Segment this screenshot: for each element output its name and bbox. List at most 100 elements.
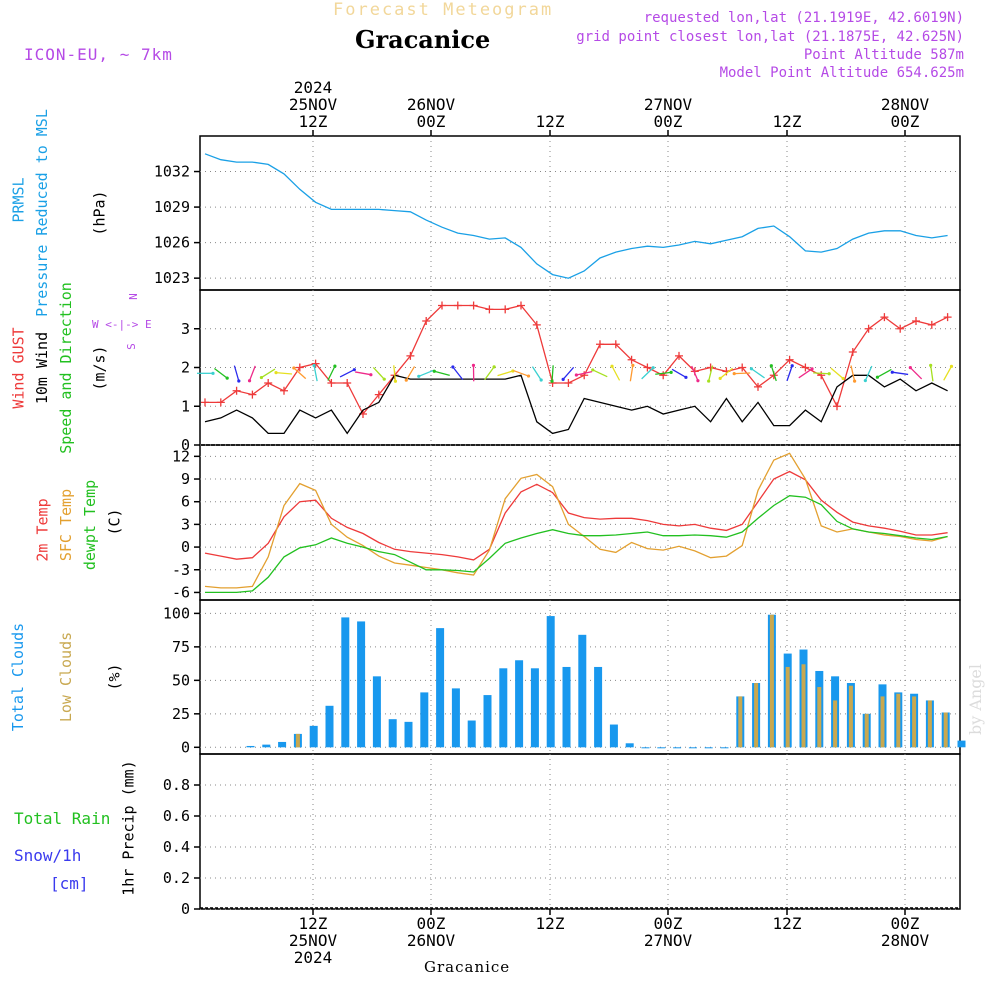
wind-arrow	[930, 365, 934, 382]
requested-coords: requested lon,lat (21.1919E, 42.6019N)	[643, 10, 964, 26]
grid-point-coords: grid point closest lon,lat (21.1875E, 42…	[576, 29, 964, 45]
wind-arrow	[734, 372, 751, 375]
bar-total-clouds	[957, 740, 966, 748]
wind-arrow	[313, 365, 318, 382]
series-line-2m-temp	[204, 470, 948, 561]
bar-total-clouds	[688, 747, 697, 749]
wind-arrow-head	[684, 375, 688, 379]
wind-arrow	[719, 367, 734, 379]
wind-arrow-head	[432, 369, 436, 373]
series-line-prmsl	[204, 153, 948, 279]
wind-arrow	[418, 369, 434, 377]
gust-point	[896, 324, 905, 333]
ytick-label-temperature: -6	[172, 583, 190, 601]
wind-arrow	[293, 367, 307, 380]
wind-arrow-head	[237, 379, 241, 383]
bar-total-clouds	[436, 628, 445, 748]
wind-arrow-head	[749, 367, 754, 371]
series-line-wind-gust	[205, 304, 948, 416]
bar-total-clouds	[594, 666, 603, 748]
gust-point	[422, 317, 431, 325]
gust-point	[564, 379, 573, 387]
wind-arrow	[813, 372, 830, 375]
ytick-label-temperature: 0	[181, 538, 190, 556]
wind-arrow	[562, 366, 575, 380]
ytick-label-precip: 0.6	[163, 807, 190, 825]
wind-arrow	[551, 365, 554, 382]
gust-point	[754, 382, 762, 391]
bar-low-clouds	[817, 687, 822, 748]
ytick-label-precip: 0	[181, 900, 190, 918]
wind-arrow-head	[333, 364, 337, 368]
gust-point	[659, 371, 668, 380]
time-label: 2024 25NOV 12Z	[288, 78, 338, 131]
bar-low-clouds	[880, 696, 885, 748]
bar-low-clouds	[833, 700, 838, 748]
gust-point	[469, 301, 478, 310]
time-label: 12Z	[772, 914, 802, 933]
time-label: 27NOV 00Z	[643, 95, 693, 131]
gust-point	[927, 320, 936, 329]
bar-total-clouds	[499, 668, 508, 748]
wind-arrow-head	[651, 366, 655, 370]
bar-total-clouds	[578, 634, 587, 748]
gust-point	[864, 324, 873, 333]
wind-arrow	[393, 365, 397, 382]
wind-arrow	[655, 371, 672, 375]
wind-arrow	[484, 366, 495, 381]
wind-arrow	[850, 365, 856, 382]
time-label: 28NOV 00Z	[880, 95, 930, 131]
gust-point	[833, 402, 841, 411]
ytick-label-clouds: 25	[172, 705, 190, 723]
wind-compass-1: W <-|-> E	[92, 318, 152, 331]
gust-point	[327, 379, 336, 387]
series-line-dewpt-temp	[205, 495, 948, 594]
bar-low-clouds	[738, 696, 743, 748]
wind-arrow	[909, 367, 923, 380]
bar-total-clouds	[515, 660, 524, 748]
wind-arrow-head	[841, 376, 845, 381]
precip-legend-2: [cm]	[50, 874, 89, 893]
wind-arrow	[770, 365, 777, 382]
time-label: 00Z 27NOV	[643, 914, 693, 950]
wind-arrow-head	[669, 370, 673, 374]
bar-total-clouds	[420, 692, 429, 748]
bar-total-clouds	[262, 744, 271, 748]
gust-point	[501, 305, 510, 314]
wind-arrow-head	[852, 379, 857, 383]
wind-arrow-head	[292, 366, 296, 370]
bar-low-clouds	[801, 664, 806, 748]
wind-arrow	[339, 369, 355, 378]
wind-arrow-head	[574, 373, 578, 377]
ytick-label-wind: 3	[181, 320, 190, 338]
bar-total-clouds	[451, 688, 460, 748]
gust-point	[406, 351, 415, 360]
gust-point	[801, 363, 810, 372]
gust-point	[738, 363, 747, 372]
wind-arrow	[452, 366, 464, 381]
gust-point	[453, 301, 462, 310]
bar-total-clouds	[325, 705, 334, 748]
bar-total-clouds	[246, 745, 255, 748]
wind-arrow	[641, 367, 654, 380]
wind-arrow	[708, 365, 714, 382]
wind-arrow-head	[393, 379, 398, 383]
bar-total-clouds	[673, 747, 682, 749]
wind-arrow-head	[404, 378, 408, 382]
gust-point	[785, 355, 794, 364]
wind-arrow-head	[312, 363, 316, 368]
station-name: Gracanice	[355, 25, 491, 54]
bar-low-clouds	[295, 733, 300, 748]
ytick-label-temperature: 12	[172, 447, 190, 465]
wind-arrow	[372, 367, 385, 380]
time-label: 12Z 25NOV 2024	[288, 914, 338, 967]
wind-arrow-head	[949, 364, 954, 368]
wind-arrow	[629, 365, 634, 382]
wind-arrow	[691, 365, 699, 381]
ytick-label-clouds: 50	[172, 671, 190, 689]
time-label: 00Z 26NOV	[406, 914, 456, 950]
bar-total-clouds	[341, 617, 350, 748]
wind-arrow	[261, 368, 276, 379]
gust-point	[912, 317, 920, 325]
bar-total-clouds	[309, 725, 318, 748]
